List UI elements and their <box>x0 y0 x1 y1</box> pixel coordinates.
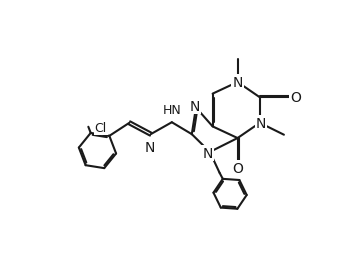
Text: N: N <box>202 147 213 161</box>
Text: N: N <box>256 116 266 130</box>
Text: Cl: Cl <box>95 122 107 135</box>
Text: N: N <box>145 141 155 155</box>
Text: O: O <box>290 91 301 105</box>
Text: N: N <box>189 100 200 114</box>
Text: HN: HN <box>163 103 181 116</box>
Text: O: O <box>232 161 243 175</box>
Text: N: N <box>232 76 243 90</box>
